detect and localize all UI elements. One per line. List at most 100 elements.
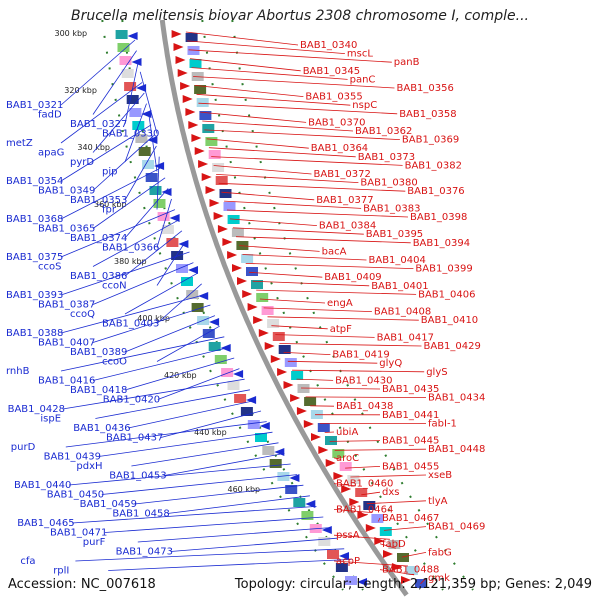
leader-line-right (333, 534, 390, 540)
gene-label-left: BAB1_0471 (50, 528, 107, 539)
gene-label-right: xseB (428, 470, 452, 481)
gene-arrow-forward (213, 212, 224, 220)
tick-label: 380 kbp (114, 257, 147, 266)
gene-block (347, 475, 360, 484)
gene-arrow-forward (173, 43, 184, 51)
gene-block (291, 371, 304, 380)
gene-label-left: ccoS (38, 262, 61, 273)
gene-arrow-forward (318, 446, 329, 454)
gene-label-left: BAB1_0330 (102, 129, 159, 140)
gene-arrow-forward (209, 199, 220, 207)
leader-line-right (271, 325, 328, 330)
gene-label-left: ccoN (102, 281, 127, 292)
leader-line-left (92, 219, 179, 267)
gene-block (181, 277, 193, 286)
gene-arrow-forward (290, 394, 301, 402)
gene-block (388, 540, 401, 549)
gene-arrow-reverse (305, 500, 316, 508)
leader-line-right (333, 457, 340, 460)
gene-block (317, 423, 330, 432)
gene-label-left: BAB1_0458 (112, 509, 169, 520)
leader-line-left (167, 495, 310, 514)
gene-block (186, 290, 199, 299)
gene-label-right: BAB1_0434 (428, 393, 485, 404)
gene-label-right: pssA (336, 530, 360, 541)
gene-label-right: BAB1_0429 (424, 341, 481, 352)
gene-block (397, 553, 409, 562)
gene-label-right: BAB1_0469 (428, 522, 485, 533)
gene-label-left: rnhB (6, 366, 30, 377)
gene-label-right: BAB1_0445 (382, 436, 439, 447)
leader-line-right (235, 236, 411, 244)
gene-block (240, 407, 253, 416)
gene-label-left: pyrD (70, 157, 94, 168)
leader-line-left (60, 124, 152, 182)
leader-line-left (164, 453, 285, 476)
leader-line-right (226, 209, 409, 218)
gene-label-left: BAB1_0354 (6, 176, 63, 187)
gene-label-right: BAB1_0355 (305, 92, 362, 103)
gene-label-right: BAB1_0362 (355, 126, 412, 137)
gene-label-right: BAB1_0398 (410, 212, 467, 223)
leader-line-left (60, 82, 143, 144)
leader-line-right (379, 543, 396, 549)
gene-arrow-reverse (178, 240, 189, 248)
gene-label-right: BAB1_0455 (382, 461, 439, 472)
guide-track (201, 19, 444, 591)
leader-line-right (193, 76, 395, 89)
gene-label-right: BAB1_0383 (363, 203, 420, 214)
gene-arrow-forward (270, 355, 281, 363)
leader-line-left (108, 559, 352, 571)
gene-label-left: BAB1_0439 (44, 452, 101, 463)
gene-label-right: dxs (382, 487, 399, 498)
gene-label-right: BAB1_0467 (382, 513, 439, 524)
leader-line-right (249, 271, 323, 278)
leader-line-left (92, 262, 194, 305)
gene-label-right: BAB1_0384 (319, 221, 376, 232)
gene-arrow-forward (311, 433, 321, 441)
leader-line-right (211, 156, 403, 166)
tick-label: 400 kbp (137, 314, 170, 323)
map-title: Brucella melitensis biovar Abortus 2308 … (71, 8, 529, 24)
leader-line-right (334, 448, 427, 451)
gene-block (142, 160, 155, 169)
gene-label-left: rplI (53, 566, 69, 577)
gene-block (278, 345, 291, 354)
gene-block (301, 511, 314, 520)
leader-line-right (188, 49, 392, 63)
leader-line-left (124, 61, 139, 125)
gene-label-right: BAB1_0410 (421, 315, 478, 326)
tick-label: 420 kbp (164, 371, 197, 380)
tick-label: 360 kbp (94, 200, 127, 209)
gene-block (231, 228, 244, 237)
gene-arrow-forward (365, 524, 376, 532)
gene-arrow-reverse (188, 266, 198, 274)
leader-line-left (98, 431, 273, 457)
gene-arrow-forward (180, 82, 191, 90)
leader-line-left (124, 103, 147, 163)
leader-line-right (275, 334, 375, 338)
gene-label-left: BAB1_0465 (17, 518, 74, 529)
gene-block (277, 472, 290, 481)
gene-label-left: BAB1_0388 (6, 328, 63, 339)
gene-label-right: panB (394, 57, 420, 68)
gene-label-left: BAB1_0440 (14, 480, 71, 491)
gene-label-right: BAB1_0394 (413, 238, 470, 249)
gene-label-right: aroC (336, 453, 359, 464)
gene-arrow-forward (283, 381, 294, 389)
gene-block (208, 150, 221, 159)
leader-line-right (420, 577, 427, 585)
gene-block (223, 202, 236, 211)
gene-arrow-forward (191, 134, 202, 142)
gene-label-right: BAB1_0419 (332, 350, 389, 361)
leader-line-left (65, 421, 267, 448)
gene-block (121, 69, 134, 78)
tick-label: 340 kbp (77, 143, 110, 152)
gene-label-left: pip (102, 167, 117, 178)
gene-block (129, 108, 142, 117)
gene-arrow-reverse (198, 292, 209, 300)
gene-label-right: acpP (336, 556, 360, 567)
gene-block (251, 280, 263, 289)
tick-label: 300 kbp (55, 29, 88, 38)
